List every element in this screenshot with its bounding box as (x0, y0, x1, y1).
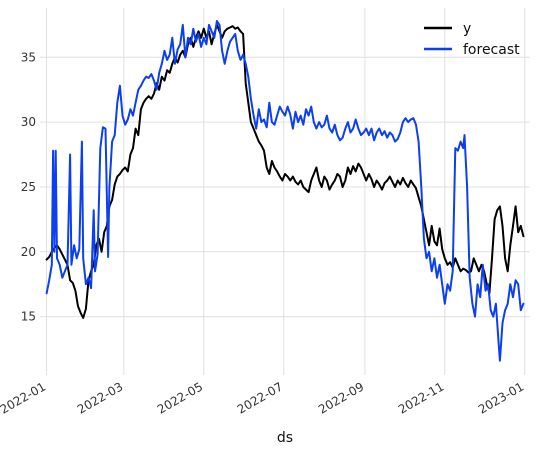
x-tick-label: 2023-01 (476, 379, 526, 416)
legend: y forecast (424, 21, 520, 58)
x-axis-ticks: 2022-01 2022-03 2022-05 2022-07 2022-09 2022-… (0, 379, 526, 416)
y-tick-label: 15 (21, 310, 36, 324)
x-axis-label: ds (277, 430, 293, 446)
y-tick-label: 35 (21, 50, 36, 64)
series-line-y (45, 23, 525, 319)
y-tick-label: 30 (21, 115, 36, 129)
x-tick-label: 2022-07 (235, 379, 285, 416)
series-lines (45, 20, 525, 362)
grid (40, 8, 530, 375)
y-tick-label: 20 (21, 245, 36, 259)
y-tick-label: 25 (21, 180, 36, 194)
y-axis-ticks: 15 20 25 30 35 (21, 50, 36, 323)
x-tick-label: 2022-01 (0, 379, 48, 416)
x-tick-label: 2022-11 (396, 379, 446, 416)
x-tick-label: 2022-03 (75, 379, 125, 416)
legend-label: forecast (463, 42, 520, 58)
legend-label: y (463, 21, 471, 37)
x-tick-label: 2022-09 (316, 379, 366, 416)
x-tick-label: 2022-05 (155, 379, 205, 416)
series-line-forecast (45, 20, 525, 362)
